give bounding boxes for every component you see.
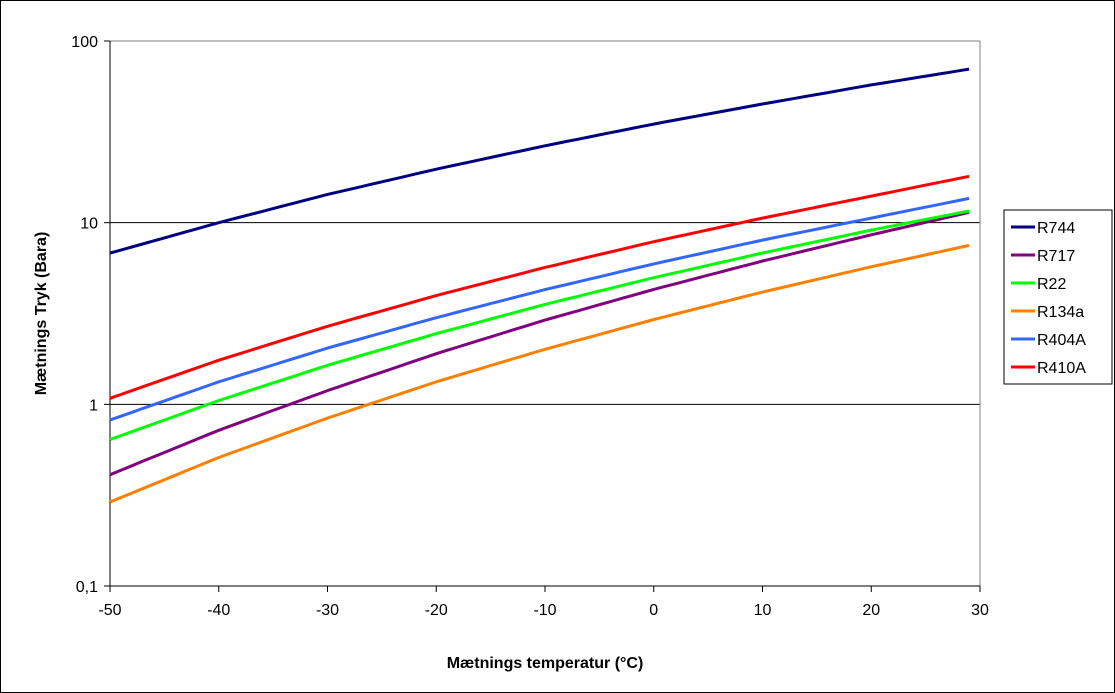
legend-label: R744	[1037, 220, 1075, 237]
series-line-r410a	[109, 174, 970, 400]
x-tick-label: 0	[649, 602, 658, 619]
x-tick-label: -10	[533, 602, 556, 619]
series-line-r717	[109, 210, 970, 477]
x-tick-label: -20	[425, 602, 448, 619]
legend: R744 R717 R22 R134a R404A R410A	[1003, 209, 1113, 385]
series-line-r744	[109, 67, 970, 255]
plot-area	[109, 40, 981, 587]
x-tick-label: 20	[862, 602, 880, 619]
series-line-r134a	[109, 243, 970, 504]
y-tick-labels: 0,1 1 10 100	[71, 34, 98, 596]
x-tick-label: -30	[316, 602, 339, 619]
legend-box	[1003, 209, 1113, 385]
legend-label: R410A	[1037, 360, 1086, 377]
series-line-r404a	[109, 196, 970, 422]
y-axis-title: Mætnings Tryk (Bara)	[33, 232, 50, 396]
x-tick-label: 30	[971, 602, 989, 619]
x-tick-label: -50	[98, 602, 121, 619]
x-tick-label: -40	[207, 602, 230, 619]
y-tick-label: 1	[89, 397, 98, 414]
y-tick-label: 10	[80, 216, 98, 233]
y-tick-label: 100	[71, 34, 98, 51]
legend-label: R404A	[1037, 332, 1086, 349]
y-tick-label: 0,1	[76, 579, 98, 596]
series-line-r22	[109, 209, 970, 441]
series-lines	[109, 67, 970, 504]
x-tick-labels: -50 -40 -30 -20 -10 0 10 20 30	[98, 602, 989, 619]
x-tick-label: 10	[754, 602, 772, 619]
legend-label: R134a	[1037, 304, 1084, 321]
axes	[104, 40, 981, 592]
legend-label: R717	[1037, 248, 1075, 265]
legend-label: R22	[1037, 276, 1066, 293]
x-axis-title: Mætnings temperatur (°C)	[447, 655, 644, 672]
